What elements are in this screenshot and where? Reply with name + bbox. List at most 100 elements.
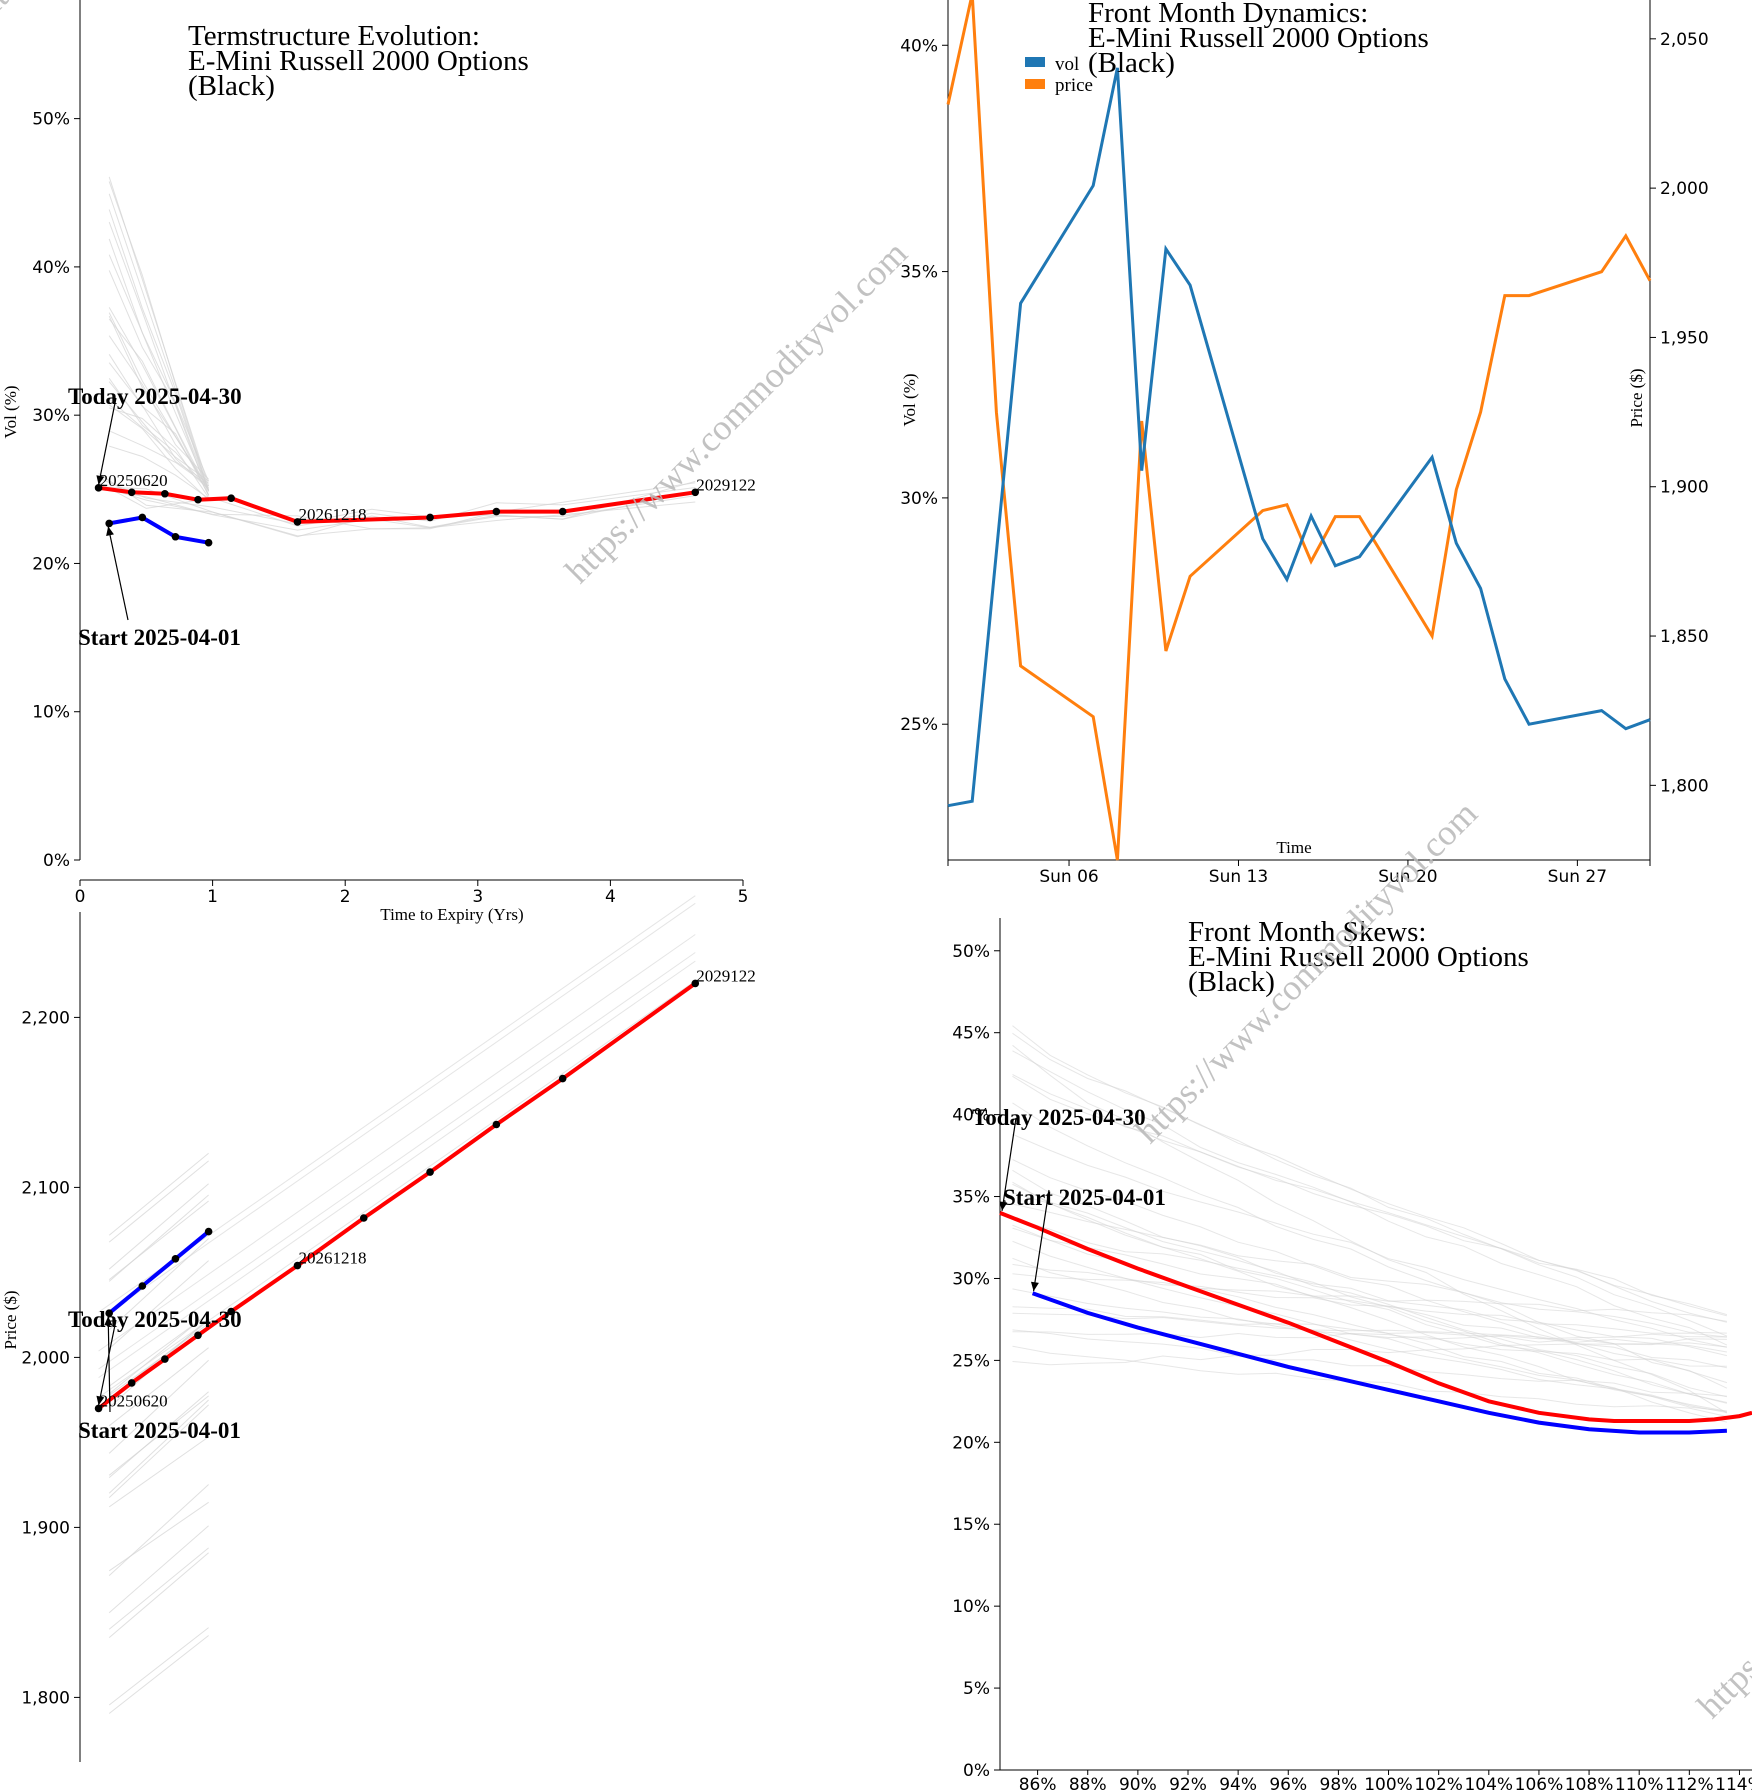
start-vol-line (108, 515, 209, 545)
y-tick-label: 2,000 (21, 1348, 70, 1368)
y-tick-label: 40% (952, 1106, 990, 1126)
history-line (108, 254, 210, 482)
chart-title-line: Front Month Skews: (1188, 916, 1426, 948)
data-point (691, 979, 700, 988)
data-point (138, 1282, 147, 1290)
history-line (1012, 1192, 1728, 1403)
start-annotation: Start 2025-04-01 (1003, 1185, 1166, 1210)
data-point (558, 1074, 567, 1083)
x-tick-label: 108% (1565, 1775, 1614, 1792)
history-line (98, 902, 696, 1321)
history-line (98, 952, 696, 1370)
data-point (138, 513, 147, 522)
expiry-label: 20261218 (298, 505, 366, 524)
expiry-label: 20250620 (100, 1391, 168, 1410)
legend-swatch-price (1025, 79, 1045, 89)
history-line (108, 1313, 209, 1387)
history-line (108, 1635, 209, 1714)
x-tick-label: 100% (1364, 1775, 1413, 1792)
y-axis-title: Vol (%) (1, 385, 20, 438)
start-annotation: Start 2025-04-01 (78, 1418, 241, 1443)
x-tick-label: 98% (1320, 1775, 1358, 1792)
data-point (426, 1168, 434, 1176)
watermark-layer: https://www.commodityvol.comhttps://www.… (0, 0, 1752, 1726)
history-line (98, 477, 696, 525)
chart-title-line: E-Mini Russell 2000 Options (188, 45, 529, 77)
start-skew-line (1031, 1291, 1727, 1435)
history-line (108, 1183, 209, 1270)
watermark-text: https://www.commodityvol.com (557, 233, 915, 591)
y-tick-label: 1,900 (21, 1518, 70, 1538)
history-line (1012, 1288, 1727, 1367)
front-month-dynamics-chart: 25% 30% 35% 40% 1,800 1,850 1,900 1,950 2,000 2,0… (900, 0, 1709, 887)
forward-curve-chart: 1,800 1,900 2,000 2,100 2,200 Price ($) 202506… (1, 895, 756, 1762)
today-arrow-head (96, 1395, 105, 1406)
start-arrow-head (106, 526, 114, 537)
history-line (108, 430, 209, 487)
data-point (227, 494, 235, 503)
x-tick-label: Sun 20 (1378, 867, 1437, 887)
history-line (108, 318, 210, 492)
legend-swatch-vol (1025, 57, 1045, 67)
history-line (1012, 1331, 1727, 1340)
history-line (108, 221, 210, 496)
history-line (108, 238, 210, 491)
legend-label-price: price (1055, 75, 1093, 96)
history-line (108, 1194, 209, 1282)
history-line (108, 1404, 209, 1498)
data-point (426, 513, 434, 522)
y-tick-label: 30% (900, 489, 938, 509)
history-line (1012, 1159, 1728, 1384)
y-tick-label: 15% (952, 1515, 990, 1535)
expiry-label: 2029122 (696, 966, 756, 985)
history-line (108, 1552, 209, 1638)
data-point (171, 1255, 180, 1263)
chart-title-line: (Black) (1188, 966, 1275, 998)
x-tick-label: 102% (1414, 1775, 1463, 1792)
history-line (108, 404, 209, 501)
x-tick-label: 114% (1715, 1775, 1752, 1792)
y-tick-label: 30% (952, 1269, 990, 1289)
data-point (492, 1120, 501, 1129)
history-line (1012, 1102, 1728, 1389)
x-tick-label: 94% (1219, 1775, 1257, 1792)
price-line (946, 0, 1652, 861)
y-tick-label: 5% (963, 1679, 990, 1699)
history-line (108, 1547, 209, 1630)
chart-title-line: (Black) (1088, 47, 1175, 79)
data-point (359, 1214, 368, 1222)
vol-line (947, 67, 1651, 808)
data-point (492, 507, 501, 516)
data-point (127, 1379, 136, 1387)
data-point (558, 507, 567, 516)
history-line (1012, 1217, 1728, 1357)
history-line (108, 193, 210, 491)
today-arrow-line (97, 1319, 117, 1406)
x-axis-title: Time to Expiry (Yrs) (380, 905, 523, 924)
data-point (293, 1261, 302, 1270)
history-line (108, 1152, 209, 1236)
x-tick-label: 110% (1615, 1775, 1664, 1792)
data-point (105, 1309, 113, 1317)
chart-title-line: Termstructure Evolution: (188, 20, 480, 52)
history-line (1012, 1312, 1727, 1348)
data-point (293, 518, 302, 526)
history-line (1012, 1263, 1727, 1338)
history-line (108, 1323, 209, 1396)
y-tick-label: 30% (32, 406, 70, 426)
x-tick-label: 4 (605, 887, 616, 907)
y-tick-label: 40% (32, 258, 70, 278)
y-tick-label: 10% (32, 703, 70, 723)
history-line (108, 1238, 209, 1331)
history-line (98, 934, 696, 1352)
history-line (108, 270, 210, 491)
history-line (109, 445, 209, 499)
history-line (1012, 1025, 1728, 1337)
x-tick-label: 104% (1464, 1775, 1513, 1792)
start-arrow-line (107, 1316, 111, 1413)
x-tick-label: 1 (207, 887, 218, 907)
y2-tick-label: 1,850 (1660, 627, 1709, 647)
history-line (1012, 1050, 1728, 1346)
